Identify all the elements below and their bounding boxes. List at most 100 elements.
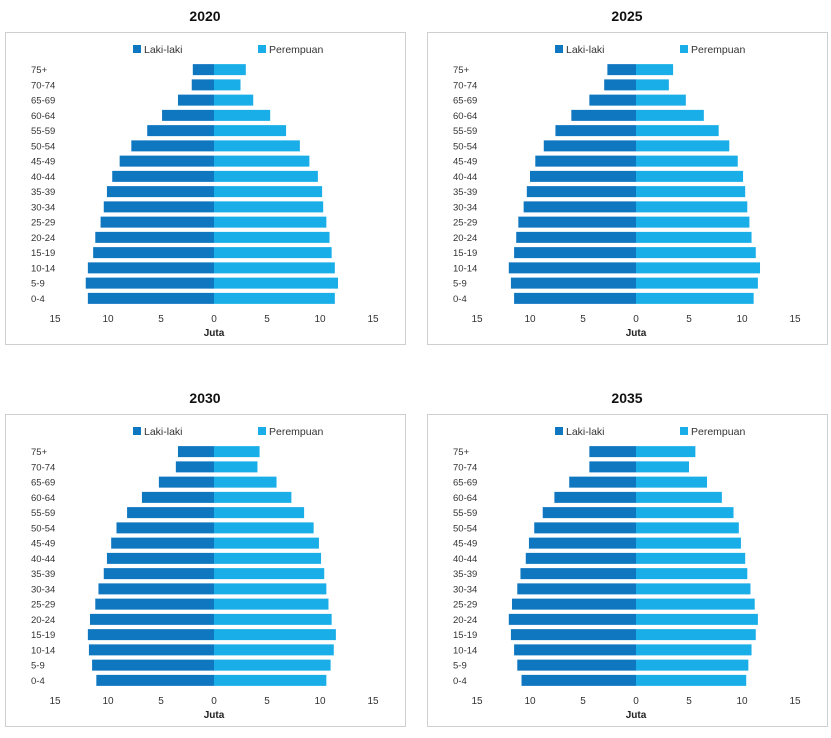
- bar-female: [636, 109, 704, 121]
- bar-female: [636, 507, 734, 519]
- age-group-label: 20-24: [31, 615, 55, 626]
- bar-male: [92, 659, 214, 671]
- age-group-label: 75+: [453, 65, 470, 76]
- legend-swatch-male: [555, 427, 563, 435]
- age-group-label: 50-54: [453, 141, 477, 152]
- bar-male: [510, 629, 636, 641]
- age-group-label: 15-19: [453, 248, 477, 259]
- age-group-label: 30-34: [453, 202, 477, 213]
- bar-female: [636, 170, 744, 182]
- bar-female: [214, 674, 327, 686]
- bar-female: [214, 491, 292, 503]
- bar-female: [636, 94, 686, 106]
- bar-male: [514, 644, 636, 656]
- age-group-label: 55-59: [31, 126, 55, 137]
- bar-male: [517, 659, 636, 671]
- age-group-label: 55-59: [453, 508, 477, 519]
- bar-male: [100, 216, 214, 228]
- bar-female: [214, 613, 332, 625]
- bar-female: [214, 507, 305, 519]
- bar-female: [636, 491, 722, 503]
- bar-female: [214, 537, 319, 549]
- bar-female: [636, 231, 752, 243]
- age-group-label: 35-39: [31, 187, 55, 198]
- age-group-label: 45-49: [453, 157, 477, 168]
- age-group-label: 20-24: [453, 233, 477, 244]
- x-axis-label: Juta: [204, 328, 225, 339]
- bar-male: [510, 277, 636, 289]
- bar-female: [636, 262, 761, 274]
- bar-female: [214, 644, 334, 656]
- legend-swatch-female: [680, 45, 688, 53]
- x-tick-label: 0: [633, 696, 639, 707]
- bar-male: [604, 79, 636, 91]
- x-axis-label: Juta: [204, 710, 225, 721]
- bar-male: [175, 461, 214, 473]
- age-group-label: 25-29: [453, 218, 477, 229]
- age-group-label: 50-54: [453, 523, 477, 534]
- age-group-label: 20-24: [453, 615, 477, 626]
- bar-male: [87, 262, 214, 274]
- bar-male: [106, 186, 214, 198]
- age-group-label: 40-44: [453, 554, 477, 565]
- bar-female: [636, 568, 748, 580]
- bar-male: [534, 522, 636, 534]
- bar-female: [636, 140, 730, 152]
- age-group-label: 10-14: [31, 645, 55, 656]
- bar-female: [214, 629, 336, 641]
- bar-male: [543, 140, 636, 152]
- age-group-label: 10-14: [31, 263, 55, 274]
- legend-label-male: Laki-laki: [144, 44, 183, 56]
- x-tick-label: 15: [789, 696, 801, 707]
- bar-male: [516, 231, 636, 243]
- bar-male: [103, 568, 214, 580]
- bar-female: [214, 201, 324, 213]
- age-group-label: 45-49: [31, 539, 55, 550]
- bar-male: [508, 613, 636, 625]
- age-group-label: 30-34: [31, 202, 55, 213]
- age-group-label: 65-69: [453, 478, 477, 489]
- bar-female: [214, 247, 332, 259]
- legend-label-female: Perempuan: [691, 44, 745, 56]
- bar-female: [214, 446, 260, 458]
- bar-male: [191, 79, 214, 91]
- bar-female: [214, 583, 327, 595]
- bar-female: [214, 186, 323, 198]
- bar-male: [192, 64, 214, 76]
- bar-female: [214, 598, 329, 610]
- bar-male: [542, 507, 636, 519]
- bar-female: [214, 140, 300, 152]
- bar-female: [636, 201, 748, 213]
- bar-male: [95, 598, 214, 610]
- bar-male: [177, 94, 214, 106]
- x-tick-label: 15: [789, 314, 801, 325]
- bar-male: [87, 292, 214, 304]
- population-pyramid-chart: Laki-laki Perempuan 75+ 70-74 65-69 60-64 55-5…: [31, 426, 379, 721]
- age-group-label: 5-9: [31, 279, 45, 290]
- age-group-label: 15-19: [31, 630, 55, 641]
- x-tick-label: 10: [314, 696, 326, 707]
- age-group-label: 40-44: [31, 554, 55, 565]
- age-group-label: 20-24: [31, 233, 55, 244]
- bar-female: [214, 94, 254, 106]
- legend-label-male: Laki-laki: [144, 426, 183, 438]
- bar-male: [177, 446, 214, 458]
- bar-female: [636, 537, 741, 549]
- legend-swatch-female: [258, 45, 266, 53]
- bar-male: [141, 491, 214, 503]
- bar-female: [214, 476, 277, 488]
- x-tick-label: 10: [736, 314, 748, 325]
- bar-female: [214, 659, 331, 671]
- bar-female: [214, 216, 327, 228]
- bar-male: [112, 170, 214, 182]
- bar-male: [521, 674, 636, 686]
- x-axis-label: Juta: [626, 710, 647, 721]
- age-group-label: 0-4: [453, 294, 467, 305]
- legend-swatch-female: [258, 427, 266, 435]
- population-pyramid-chart: Laki-laki Perempuan 75+ 70-74 65-69 60-64 55-5…: [31, 44, 379, 339]
- age-group-label: 50-54: [31, 141, 55, 152]
- bar-female: [214, 155, 310, 167]
- age-group-label: 35-39: [453, 569, 477, 580]
- age-group-label: 45-49: [453, 539, 477, 550]
- pyramid-panel-2020: 2020 Laki-laki Perempuan 75+ 70-74 65-69 60-6…: [3, 6, 407, 346]
